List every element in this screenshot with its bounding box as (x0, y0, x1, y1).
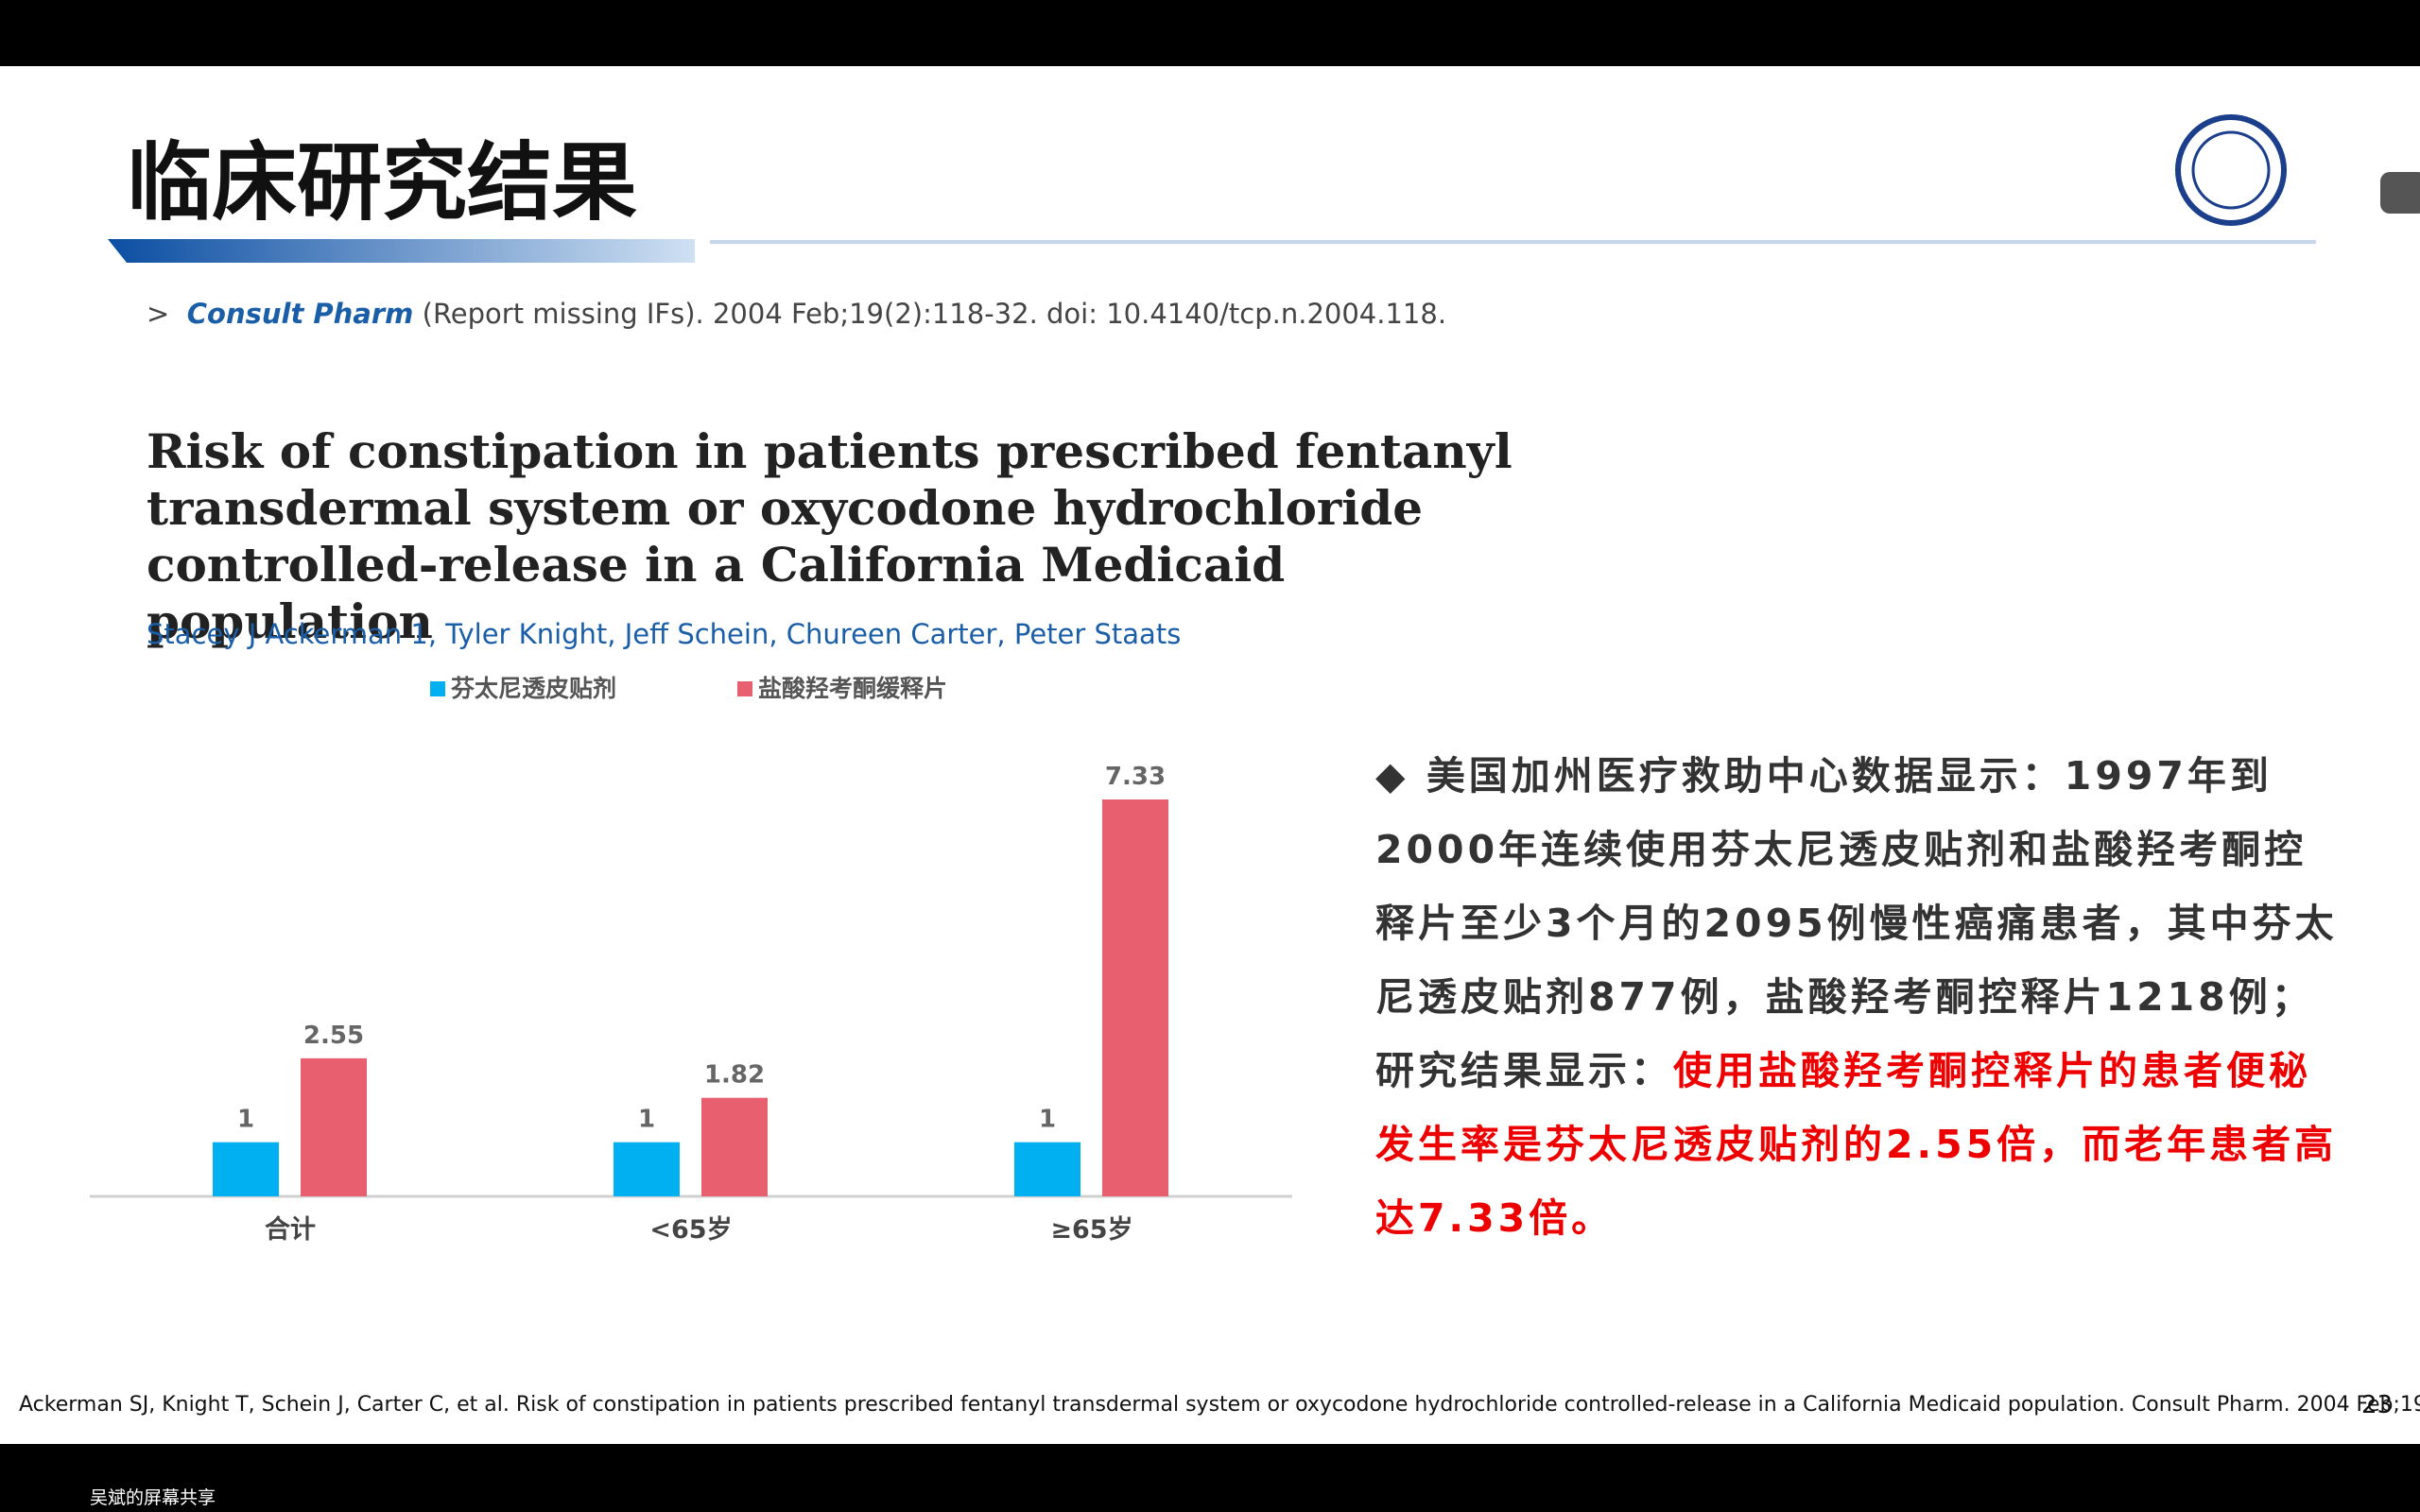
share-label[interactable]: 吴斌的屏幕共享 (90, 1487, 216, 1508)
authors: Stacey J Ackerman 1, Tyler Knight, Jeff … (147, 618, 1182, 650)
article-title: transdermal system or oxycodone hydrochl… (147, 480, 1424, 536)
bar (213, 1142, 279, 1196)
journal: Consult Pharm (186, 298, 414, 330)
data-label: 1.82 (704, 1061, 765, 1090)
bar (701, 1097, 768, 1196)
taskbar: 吴斌的屏幕共享 (0, 1480, 2420, 1512)
logo-ring (2191, 130, 2271, 210)
side-toggle[interactable] (2380, 172, 2420, 214)
legend-label: 盐酸羟考酮缓释片 (758, 675, 947, 702)
data-label: 2.55 (303, 1022, 364, 1050)
page-number: 23 (2361, 1391, 2394, 1419)
data-label: 1 (638, 1106, 655, 1134)
bar (614, 1142, 680, 1196)
x-tick-label: <65岁 (649, 1215, 732, 1245)
title-underline (108, 239, 695, 263)
bar (1102, 799, 1168, 1196)
citation: > Consult Pharm (Report missing IFs). 20… (147, 298, 1447, 330)
article-title: Risk of constipation in patients prescri… (147, 423, 1512, 479)
legend-label: 芬太尼透皮贴剂 (451, 675, 616, 702)
data-label: 7.33 (1105, 763, 1166, 791)
bullet-text: ◆ 美国加州医疗救助中心数据显示：1997年到2000年连续使用芬太尼透皮贴剂和… (1375, 753, 2338, 1241)
data-label: 1 (1039, 1106, 1056, 1134)
slide: 临床研究结果 > Consult Pharm (Report missing I… (0, 66, 2420, 1444)
bullet-body: 美国加州医疗救助中心数据显示：1997年到2000年连续使用芬太尼透皮贴剂和盐酸… (1375, 753, 2338, 1093)
bar (301, 1057, 367, 1196)
article-title: controlled-release in a California Medic… (147, 537, 1286, 593)
article-title: population (147, 593, 433, 649)
decor (108, 114, 2420, 263)
x-tick-label: ≥65岁 (1050, 1215, 1132, 1245)
bullet-highlight: 使用盐酸羟考酮控释片的患者便秘发生率是芬太尼透皮贴剂的2.55倍，而老年患者高达… (1375, 1048, 2338, 1241)
citation-detail: (Report missing IFs). 2004 Feb;19(2):118… (422, 298, 1447, 330)
data-label: 1 (237, 1106, 254, 1134)
bar (1014, 1142, 1080, 1196)
legend-swatch (737, 681, 752, 696)
reference: Ackerman SJ, Knight T, Schein J, Carter … (19, 1393, 2420, 1417)
x-tick-label: 合计 (265, 1214, 316, 1245)
legend-swatch (430, 681, 445, 696)
slide-title: 临床研究结果 (127, 133, 637, 232)
